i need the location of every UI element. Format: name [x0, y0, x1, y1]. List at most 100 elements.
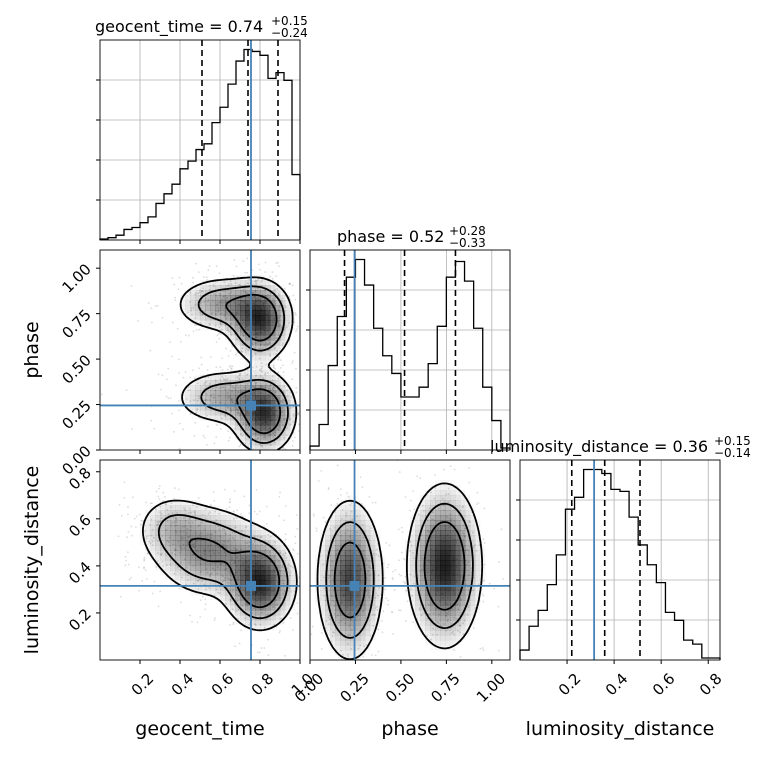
- density-cell: [255, 365, 261, 371]
- density-cell: [195, 285, 201, 291]
- density-cell: [425, 500, 431, 506]
- sample-point: [475, 549, 478, 552]
- density-cell: [240, 385, 246, 391]
- density-cell: [270, 320, 276, 326]
- sample-point: [190, 307, 193, 309]
- density-cell: [435, 565, 441, 571]
- density-cell: [265, 375, 271, 381]
- density-cell: [430, 530, 436, 536]
- density-cell: [455, 575, 461, 581]
- density-cell: [325, 620, 331, 626]
- sample-point: [275, 337, 278, 339]
- sample-point: [191, 553, 194, 556]
- density-cell: [155, 510, 161, 516]
- sample-point: [256, 513, 259, 516]
- density-cell: [210, 510, 216, 516]
- density-cell: [190, 385, 196, 391]
- density-cell: [345, 545, 351, 551]
- density-cell: [255, 370, 261, 376]
- sample-point: [255, 281, 258, 284]
- sample-point: [224, 403, 227, 405]
- sample-point: [235, 282, 237, 284]
- density-cell: [245, 535, 251, 541]
- density-cell: [210, 535, 216, 541]
- density-cell: [430, 545, 436, 551]
- sample-point: [164, 503, 167, 505]
- density-cell: [260, 310, 266, 316]
- sample-point: [428, 603, 430, 606]
- sample-point: [209, 356, 212, 359]
- sample-point: [296, 328, 298, 331]
- sample-point: [398, 471, 401, 473]
- density-cell: [260, 540, 266, 546]
- density-cell: [270, 325, 276, 331]
- density-cell: [445, 495, 451, 501]
- density-cell: [450, 550, 456, 556]
- density-cell: [365, 585, 371, 591]
- density-cell: [260, 580, 266, 586]
- panels-layer: 0.2 0.4 0.6 0.8 1.00.00 0.25 0.50 0.75 1.00 0.2 0.…: [58, 39, 726, 706]
- density-cell: [275, 430, 281, 436]
- sample-point: [169, 341, 171, 344]
- sample-point: [315, 327, 317, 329]
- sample-point: [336, 464, 339, 467]
- density-cell: [170, 530, 176, 536]
- density-cell: [255, 540, 261, 546]
- density-cell: [330, 520, 336, 526]
- density-cell: [240, 525, 246, 531]
- sample-point: [124, 555, 127, 558]
- density-cell: [420, 520, 426, 526]
- sample-point: [262, 436, 265, 439]
- sample-point: [217, 546, 219, 549]
- sample-point: [225, 378, 228, 381]
- density-cell: [410, 550, 416, 556]
- sample-point: [327, 577, 330, 580]
- density-cell: [335, 575, 341, 581]
- density-cell: [460, 500, 466, 506]
- density-cell: [215, 285, 221, 291]
- density-cell: [215, 290, 221, 296]
- sample-point: [230, 367, 233, 370]
- sample-point: [241, 605, 244, 607]
- sample-point: [212, 283, 215, 286]
- density-cell: [460, 600, 466, 606]
- density-cell: [470, 590, 476, 596]
- sample-point: [462, 505, 464, 508]
- sample-point: [427, 613, 430, 615]
- sample-point: [150, 307, 153, 310]
- sample-point: [275, 275, 277, 278]
- sample-point: [182, 537, 185, 539]
- density-cell: [280, 345, 286, 351]
- sample-point: [224, 307, 227, 310]
- sample-point: [235, 402, 238, 405]
- density-cell: [250, 410, 256, 416]
- sample-point: [238, 642, 241, 645]
- sample-point: [226, 289, 229, 292]
- density-cell: [455, 590, 461, 596]
- sample-point: [277, 320, 280, 322]
- sample-point: [362, 536, 365, 539]
- sample-point: [295, 330, 297, 333]
- sample-point: [304, 404, 306, 406]
- sample-point: [265, 363, 268, 366]
- sample-point: [281, 297, 284, 300]
- density-cell: [330, 515, 336, 521]
- sample-point: [397, 528, 400, 531]
- density-cell: [435, 530, 441, 536]
- sample-point: [215, 588, 218, 591]
- sample-point: [252, 432, 255, 435]
- sample-point: [236, 411, 239, 414]
- density-cell: [360, 520, 366, 526]
- sample-point: [197, 551, 200, 553]
- density-cell: [460, 550, 466, 556]
- sample-point: [301, 436, 303, 438]
- sample-point: [189, 301, 192, 303]
- density-cell: [260, 320, 266, 326]
- density-cell: [220, 565, 226, 571]
- density-cell: [340, 510, 346, 516]
- density-cell: [410, 555, 416, 561]
- sample-point: [445, 611, 448, 614]
- sample-point: [171, 522, 173, 524]
- density-cell: [255, 530, 261, 536]
- sample-point: [274, 541, 276, 543]
